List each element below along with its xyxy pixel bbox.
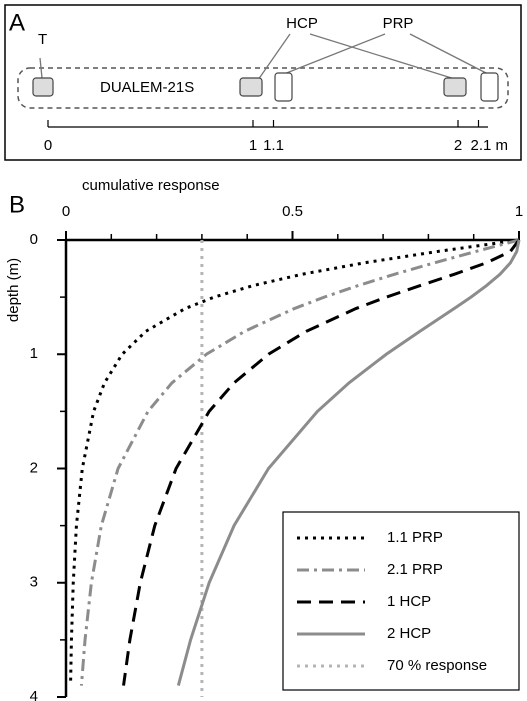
series-line	[122, 239, 521, 686]
scale-tick-label: 0	[44, 137, 52, 154]
x-tick-label: 0.5	[282, 203, 303, 220]
x-tick-label: 1	[515, 203, 523, 220]
series-line	[79, 238, 520, 686]
y-tick-label: 4	[30, 688, 38, 701]
hcp-label: HCP	[286, 15, 318, 32]
legend-label: 2 HCP	[387, 625, 431, 642]
instrument-label: DUALEM-21S	[100, 79, 194, 96]
y-tick-label: 2	[30, 459, 38, 476]
legend-label: 1.1 PRP	[387, 529, 443, 546]
y-tick-label: 1	[30, 345, 38, 362]
scale-tick-label: 1.1	[263, 137, 284, 154]
scale-tick-label: 2	[454, 137, 462, 154]
panel-a-frame	[4, 4, 522, 161]
series-line	[176, 239, 521, 686]
x-tick-label: 0	[62, 203, 70, 220]
x-axis-label: cumulative response	[82, 177, 220, 194]
plot: 0 0.5 1 0 1 2 3 4 1.1 PRP 2.1 PRP 1 HCP 2 HCP 70 % r…	[30, 203, 524, 701]
y-axis-label: depth (m)	[5, 258, 22, 322]
y-tick-label: 0	[30, 231, 38, 248]
prp-label: PRP	[383, 15, 414, 32]
legend-label: 2.1 PRP	[387, 561, 443, 578]
panel-label: B	[9, 191, 25, 218]
scale-tick-label: 1	[249, 137, 257, 154]
coils	[32, 72, 499, 102]
connector-lines	[39, 33, 489, 81]
instrument-outline	[17, 67, 509, 109]
legend-label: 1 HCP	[387, 593, 431, 610]
y-tick-label: 3	[30, 574, 38, 591]
scale-tick-label: 2.1 m	[471, 137, 509, 154]
legend-label: 70 % response	[387, 657, 487, 674]
panel-label: A	[9, 9, 25, 36]
transmitter-label: T	[38, 31, 47, 48]
